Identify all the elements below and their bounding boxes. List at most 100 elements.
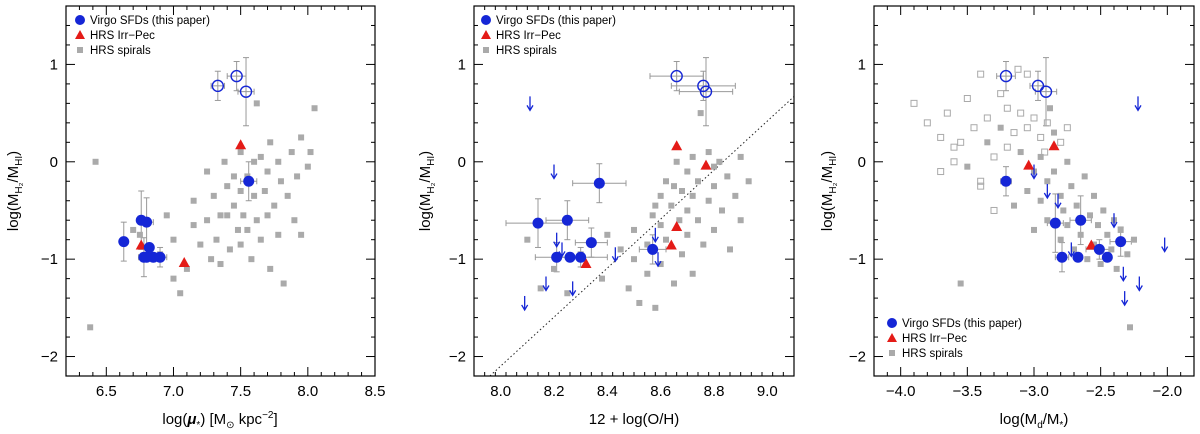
hrs-spiral-point — [663, 178, 669, 185]
hrs-spiral-point — [1031, 226, 1037, 233]
y-tick-label: 0 — [858, 154, 866, 171]
hrs-spiral-point — [288, 149, 295, 156]
hrs-spiral-point — [1024, 188, 1031, 194]
reference-line — [489, 96, 795, 377]
x-tick-label: 8.4 — [597, 383, 618, 400]
hrs-spiral-point — [311, 105, 318, 112]
hrs-spiral-point — [1044, 178, 1051, 185]
hrs-spiral-point — [673, 158, 680, 165]
hrs-spiral-point — [599, 275, 605, 282]
hrs-spiral-point — [705, 197, 712, 204]
x-tick-label: 8.0 — [297, 383, 318, 400]
panel2-axis-layer: 8.0 8.2 8.4 8.6 8.8 9.0 −2 −1 0 1 — [449, 5, 795, 400]
hrs-spiral-open-point — [937, 133, 945, 141]
upper-limit-arrow — [542, 285, 550, 292]
hrs-spiral-open-point — [970, 124, 978, 132]
y-tick-label: −1 — [41, 251, 58, 268]
hrs-spiral-point — [251, 192, 258, 199]
virgo-point — [593, 177, 605, 189]
upper-limit-arrow — [569, 290, 577, 297]
y-tick-label: 0 — [50, 154, 58, 171]
panel2-x-axis-label: 12 + log(O/H) — [589, 411, 679, 428]
hrs-spiral-point — [170, 275, 177, 282]
hrs-spiral-point — [657, 261, 664, 268]
hrs-spiral-point — [253, 100, 260, 107]
hrs-irr-point — [671, 221, 683, 232]
hrs-spiral-point — [1037, 153, 1044, 160]
hrs-spiral-point — [671, 183, 677, 190]
hrs-spiral-open-point — [990, 206, 998, 214]
virgo-point — [585, 237, 597, 249]
panel2-plot-layer — [489, 57, 795, 377]
hrs-spiral-point — [1127, 324, 1133, 331]
hrs-spiral-open-point — [1041, 148, 1049, 156]
hrs-spiral-point — [705, 149, 712, 156]
upper-limit-arrow — [654, 260, 662, 268]
x-tick-label: 6.5 — [96, 383, 117, 400]
hrs-spiral-point — [737, 153, 744, 160]
hrs-spiral-point — [226, 246, 233, 253]
legend-spiral-marker — [483, 47, 489, 53]
hrs-spiral-point — [1131, 236, 1137, 243]
hrs-spiral-point — [737, 217, 744, 224]
hrs-spiral-point — [700, 241, 707, 248]
hrs-spiral-point — [684, 207, 691, 214]
x-tick-label: 8.8 — [704, 383, 725, 400]
hrs-spiral-point — [564, 290, 571, 297]
virgo-point — [564, 251, 576, 263]
hrs-spiral-point — [636, 299, 643, 306]
hrs-spiral-open-point — [977, 182, 985, 190]
hrs-spiral-point — [190, 197, 197, 204]
virgo-open-point — [1039, 85, 1053, 98]
hrs-spiral-point — [676, 217, 683, 224]
hrs-spiral-open-point — [977, 177, 985, 185]
panel-stellar-density: 6.5 7.0 7.5 8.0 8.5 −2 −1 0 1 Virgo SFDs (this p… — [5, 5, 385, 431]
hrs-irr-point — [1085, 239, 1097, 250]
hrs-spiral-point — [957, 280, 964, 287]
hrs-spiral-point — [230, 202, 237, 209]
hrs-spiral-open-point — [1003, 143, 1011, 151]
legend-irr-label: HRS Irr−Pec — [902, 333, 967, 345]
hrs-spiral-point — [1108, 246, 1115, 253]
hrs-spiral-point — [631, 256, 637, 263]
hrs-spiral-point — [724, 173, 731, 180]
y-tick-label: −2 — [41, 349, 58, 366]
virgo-point — [243, 175, 255, 187]
x-tick-label: 8.0 — [490, 383, 511, 400]
panel1-axis-layer: 6.5 7.0 7.5 8.0 8.5 −2 −1 0 1 — [41, 5, 385, 400]
hrs-spiral-point — [732, 192, 739, 199]
virgo-point — [1115, 236, 1127, 248]
hrs-spiral-point — [307, 149, 314, 156]
hrs-spiral-point — [251, 158, 258, 165]
hrs-spiral-point — [524, 236, 531, 243]
hrs-spiral-point — [1095, 222, 1101, 229]
hrs-spiral-point — [711, 226, 717, 233]
hrs-spiral-open-point — [923, 119, 931, 127]
hrs-spiral-point — [253, 217, 260, 224]
hrs-spiral-point — [657, 192, 664, 199]
hrs-spiral-open-point — [1017, 109, 1025, 117]
legend-virgo-label: Virgo SFDs (this paper) — [902, 318, 1022, 330]
hrs-spiral-point — [689, 192, 696, 199]
hrs-spiral-point — [697, 110, 704, 117]
panel2-frame — [473, 5, 795, 377]
hrs-spiral-open-point — [937, 168, 945, 176]
hrs-spiral-point — [679, 188, 685, 194]
hrs-spiral-point — [1051, 168, 1057, 175]
hrs-spiral-point — [294, 173, 301, 180]
hrs-spiral-point — [130, 226, 137, 233]
hrs-spiral-point — [745, 178, 752, 185]
hrs-spiral-open-point — [910, 99, 918, 107]
upper-limit-arrow — [1067, 251, 1075, 258]
hrs-spiral-point — [1051, 129, 1057, 136]
hrs-spiral-point — [551, 265, 557, 272]
hrs-spiral-point — [689, 153, 696, 160]
hrs-spiral-point — [240, 212, 247, 219]
hrs-spiral-point — [684, 168, 691, 175]
hrs-spiral-open-point — [1063, 124, 1071, 132]
hrs-spiral-point — [1100, 207, 1107, 214]
hrs-spiral-open-point — [950, 143, 958, 151]
upper-limit-arrow — [1054, 202, 1062, 210]
hrs-spiral-point — [644, 270, 651, 277]
hrs-spiral-point — [170, 236, 177, 243]
